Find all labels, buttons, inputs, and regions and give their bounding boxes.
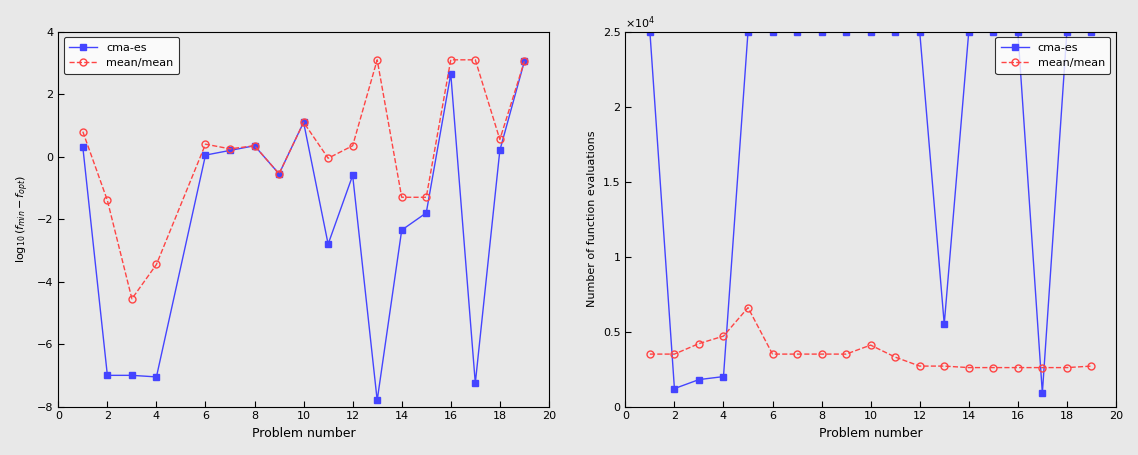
mean/mean [248, 143, 262, 148]
cma-es [717, 374, 731, 379]
cma-es [889, 29, 902, 35]
cma-es [420, 210, 434, 216]
mean/mean [297, 120, 311, 125]
mean/mean [199, 142, 213, 147]
cma-es [815, 29, 828, 35]
cma-es [199, 152, 213, 158]
mean/mean [1036, 365, 1049, 370]
mean/mean [1011, 365, 1024, 370]
mean/mean [76, 129, 90, 134]
mean/mean [864, 342, 877, 348]
cma-es [1085, 29, 1098, 35]
mean/mean [518, 59, 531, 64]
cma-es [248, 143, 262, 148]
cma-es [766, 29, 780, 35]
Line: mean/mean: mean/mean [80, 56, 528, 302]
mean/mean [692, 341, 706, 346]
cma-es [125, 373, 139, 378]
mean/mean [1061, 365, 1074, 370]
cma-es [518, 59, 531, 64]
cma-es [913, 29, 926, 35]
cma-es [76, 145, 90, 150]
cma-es [100, 373, 114, 378]
mean/mean [100, 197, 114, 203]
cma-es [272, 171, 286, 177]
mean/mean [346, 143, 360, 148]
mean/mean [790, 351, 803, 357]
cma-es [469, 380, 483, 386]
mean/mean [223, 146, 237, 152]
mean/mean [643, 351, 657, 357]
mean/mean [717, 334, 731, 339]
cma-es [790, 29, 803, 35]
Line: cma-es: cma-es [648, 29, 1094, 396]
mean/mean [420, 195, 434, 200]
mean/mean [913, 364, 926, 369]
Legend: cma-es, mean/mean: cma-es, mean/mean [64, 37, 179, 74]
mean/mean [444, 57, 457, 62]
cma-es [962, 29, 975, 35]
cma-es [223, 148, 237, 153]
cma-es [1036, 390, 1049, 396]
X-axis label: Problem number: Problem number [251, 427, 355, 440]
cma-es [297, 120, 311, 125]
cma-es [370, 398, 384, 403]
mean/mean [370, 57, 384, 62]
cma-es [987, 29, 1000, 35]
mean/mean [149, 262, 163, 267]
cma-es [149, 374, 163, 379]
mean/mean [987, 365, 1000, 370]
Text: $\times 10^4$: $\times 10^4$ [626, 15, 655, 31]
mean/mean [668, 351, 682, 357]
mean/mean [938, 364, 951, 369]
mean/mean [741, 305, 754, 310]
mean/mean [469, 57, 483, 62]
cma-es [864, 29, 877, 35]
cma-es [840, 29, 854, 35]
cma-es [395, 228, 409, 233]
cma-es [938, 321, 951, 327]
cma-es [692, 377, 706, 382]
Legend: cma-es, mean/mean: cma-es, mean/mean [996, 37, 1111, 74]
mean/mean [493, 137, 506, 142]
mean/mean [1085, 364, 1098, 369]
Line: mean/mean: mean/mean [646, 304, 1095, 371]
Line: cma-es: cma-es [80, 59, 527, 403]
X-axis label: Problem number: Problem number [819, 427, 923, 440]
mean/mean [125, 296, 139, 302]
mean/mean [272, 171, 286, 177]
cma-es [643, 29, 657, 35]
mean/mean [395, 195, 409, 200]
mean/mean [321, 156, 335, 161]
mean/mean [962, 365, 975, 370]
cma-es [1061, 29, 1074, 35]
mean/mean [815, 351, 828, 357]
cma-es [493, 148, 506, 153]
Y-axis label: Number of function evaluations: Number of function evaluations [587, 131, 597, 308]
cma-es [321, 242, 335, 247]
mean/mean [766, 351, 780, 357]
cma-es [346, 173, 360, 178]
mean/mean [889, 354, 902, 360]
cma-es [444, 71, 457, 76]
Y-axis label: $\log_{10}(f_{min} - f_{opt})$: $\log_{10}(f_{min} - f_{opt})$ [15, 175, 32, 263]
cma-es [1011, 29, 1024, 35]
cma-es [668, 386, 682, 391]
mean/mean [840, 351, 854, 357]
cma-es [741, 29, 754, 35]
